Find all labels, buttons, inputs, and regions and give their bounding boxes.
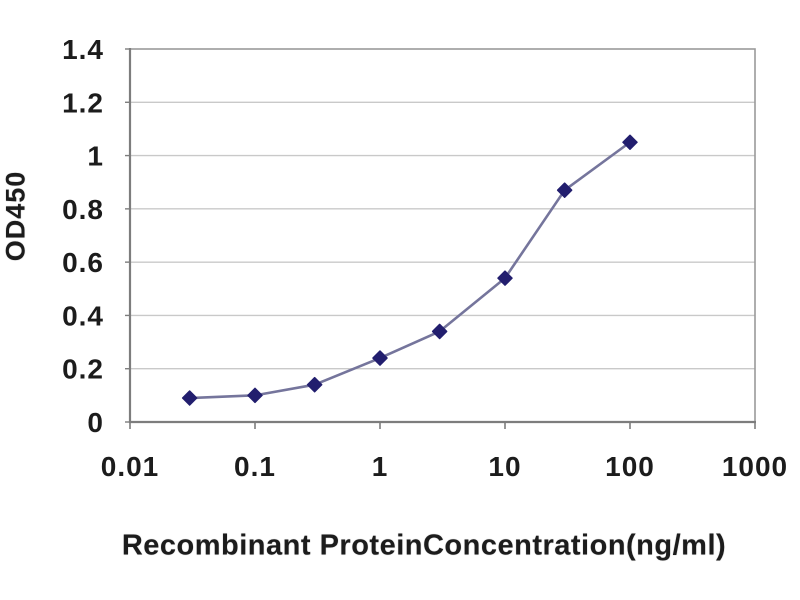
data-point-marker — [622, 134, 638, 150]
y-tick-label: 0.6 — [62, 247, 104, 278]
x-tick-label: 1 — [372, 451, 389, 482]
data-line — [188, 140, 632, 400]
y-tick-label: 0 — [87, 407, 104, 438]
x-tick-label: 0.01 — [101, 451, 160, 482]
data-point-marker — [431, 323, 448, 340]
data-point-marker — [247, 387, 263, 404]
x-tick-label: 0.1 — [234, 451, 276, 482]
y-tick-label: 0.8 — [62, 194, 104, 225]
data-point-marker — [372, 350, 388, 366]
y-tick-label: 0.4 — [62, 300, 104, 331]
x-tick-label: 10 — [488, 451, 521, 482]
y-axis-title: OD450 — [0, 170, 31, 262]
x-tick-label: 100 — [605, 451, 655, 482]
y-tick-label: 0.2 — [62, 354, 104, 385]
y-tick-label: 1 — [87, 141, 104, 172]
data-point-marker — [497, 270, 513, 286]
x-axis-title: Recombinant ProteinConcentration(ng/ml) — [121, 529, 727, 562]
y-tick-label: 1.2 — [62, 87, 104, 118]
x-tick-label: 1000 — [722, 451, 788, 482]
y-tick-label: 1.4 — [62, 34, 104, 65]
data-point-marker — [556, 182, 573, 198]
data-point-marker — [181, 390, 198, 406]
data-point-marker — [306, 376, 323, 393]
plot-background — [130, 49, 755, 422]
